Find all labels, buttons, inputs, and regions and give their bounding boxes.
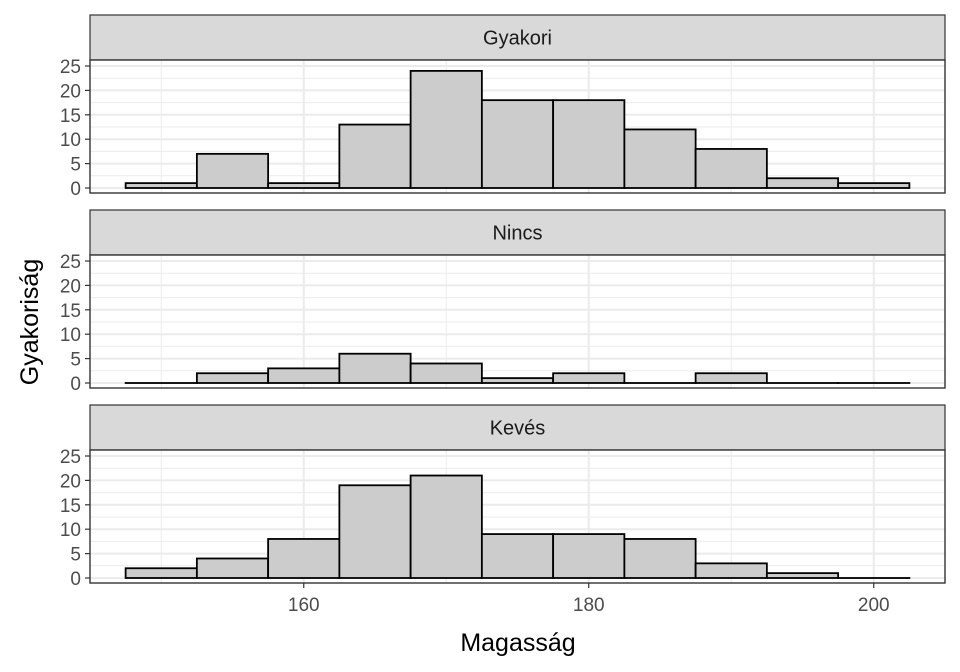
facet-strip bbox=[89, 14, 946, 61]
facet-panel-3: Kevés 0 5 10 15 20 25 bbox=[60, 404, 946, 590]
histogram-bar bbox=[694, 562, 768, 579]
histogram-bar bbox=[623, 128, 697, 189]
histogram-bar bbox=[765, 177, 840, 189]
y-tick-label: 20 bbox=[60, 81, 81, 102]
y-tick-label: 0 bbox=[70, 179, 81, 200]
x-tick-label: 180 bbox=[573, 595, 605, 616]
histogram-bar bbox=[338, 484, 412, 579]
panel-border bbox=[89, 254, 946, 389]
y-tick-label: 20 bbox=[60, 276, 81, 297]
histogram-bars bbox=[124, 69, 911, 189]
histogram-bar bbox=[480, 533, 555, 579]
x-axis-title: Magasság bbox=[460, 629, 575, 657]
histogram-bar bbox=[837, 182, 911, 189]
y-tick-label: 5 bbox=[70, 350, 81, 371]
y-tick-label: 15 bbox=[60, 496, 81, 517]
y-tick-label: 15 bbox=[60, 106, 81, 127]
histogram-bar bbox=[267, 367, 341, 384]
histogram-bar bbox=[552, 533, 626, 579]
histogram-bar bbox=[124, 567, 198, 579]
facet-panels: Gyakori 0 5 10 15 20 25 Nincs 0 5 10 15 20 25 Kevés 0 5 1… bbox=[60, 14, 946, 590]
panel-border bbox=[89, 59, 946, 194]
y-axis-title: Gyakoriság bbox=[16, 259, 44, 385]
histogram-bar bbox=[694, 148, 768, 189]
facet-strip-label: Kevés bbox=[490, 418, 546, 440]
histogram-bars bbox=[124, 352, 911, 384]
x-tick-label: 200 bbox=[858, 595, 890, 616]
histogram-bars bbox=[124, 474, 911, 579]
histogram-bar bbox=[124, 182, 198, 189]
y-tick-label: 5 bbox=[70, 155, 81, 176]
histogram-bar bbox=[409, 474, 483, 579]
histogram-bar bbox=[267, 182, 341, 189]
y-tick-label: 25 bbox=[60, 57, 81, 78]
histogram-bar bbox=[480, 99, 555, 189]
y-tick-label: 25 bbox=[60, 447, 81, 468]
histogram-bar bbox=[765, 572, 840, 579]
histogram-bar bbox=[338, 352, 412, 384]
y-tick-label: 10 bbox=[60, 325, 81, 346]
y-tick-label: 0 bbox=[70, 374, 81, 395]
histogram-bar bbox=[694, 372, 768, 384]
x-tick-label: 160 bbox=[288, 595, 320, 616]
histogram-bar bbox=[195, 372, 270, 384]
y-tick-label: 10 bbox=[60, 520, 81, 541]
histogram-bar bbox=[195, 557, 270, 579]
histogram-bar bbox=[623, 538, 697, 579]
facet-strip bbox=[89, 404, 946, 451]
y-tick-label: 15 bbox=[60, 301, 81, 322]
facet-strip-label: Nincs bbox=[492, 223, 542, 245]
facet-panel-1: Gyakori 0 5 10 15 20 25 bbox=[60, 14, 946, 200]
y-tick-label: 0 bbox=[70, 569, 81, 590]
facet-panel-2: Nincs 0 5 10 15 20 25 bbox=[60, 209, 946, 395]
histogram-bar bbox=[195, 152, 270, 189]
histogram-bar bbox=[552, 99, 626, 189]
histogram-bar bbox=[338, 123, 412, 189]
x-axis: 160 180 200 bbox=[288, 583, 890, 616]
y-tick-label: 10 bbox=[60, 130, 81, 151]
facet-strip bbox=[89, 209, 946, 256]
histogram-bar bbox=[409, 362, 483, 384]
histogram-bar bbox=[267, 538, 341, 579]
panel-border bbox=[89, 449, 946, 584]
y-tick-label: 20 bbox=[60, 471, 81, 492]
histogram-bar bbox=[480, 377, 555, 384]
y-tick-label: 5 bbox=[70, 545, 81, 566]
y-tick-label: 25 bbox=[60, 252, 81, 273]
facet-strip-label: Gyakori bbox=[483, 28, 552, 50]
histogram-bar bbox=[409, 69, 483, 189]
histogram-bar bbox=[552, 372, 626, 384]
